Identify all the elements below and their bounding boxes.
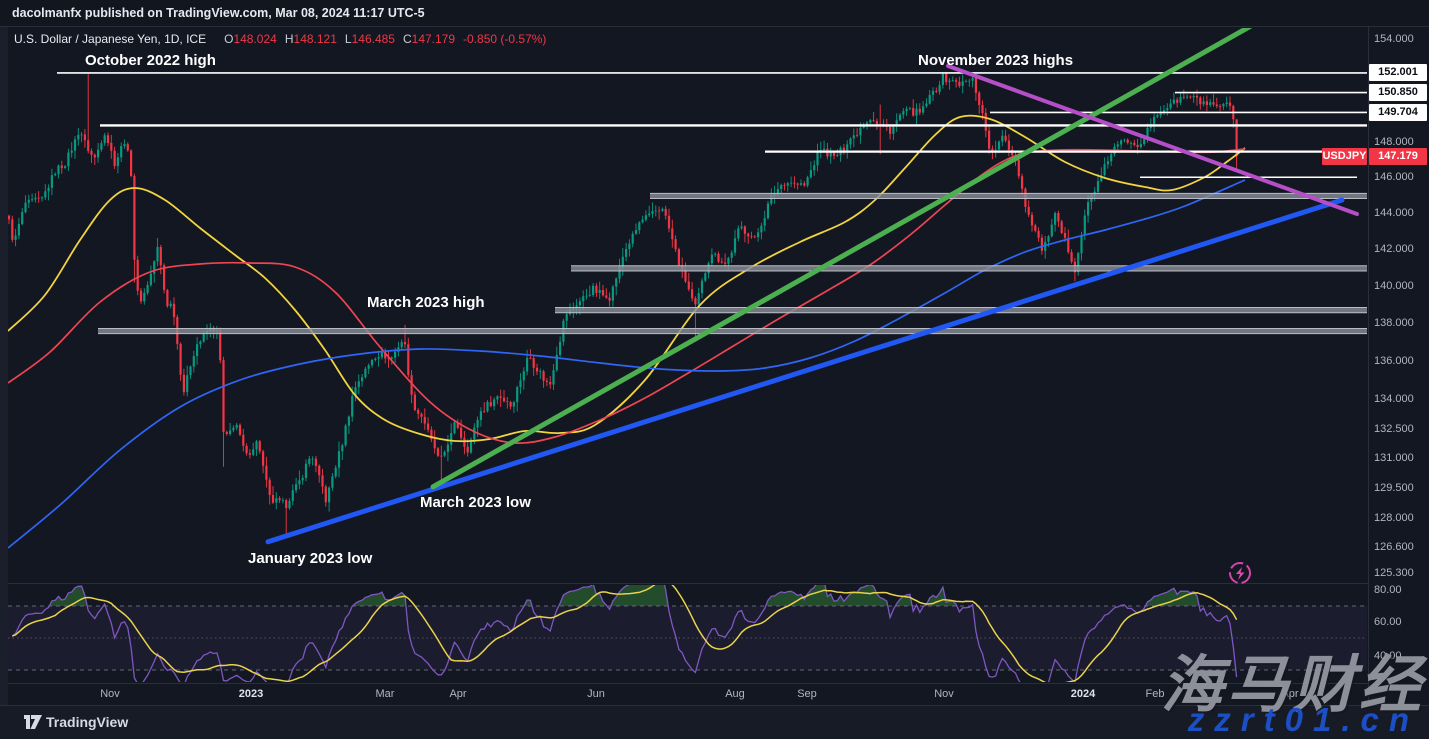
ohlc-letter: H — [284, 32, 294, 46]
annotation-label-2[interactable]: March 2023 high — [367, 294, 485, 311]
price-tick: 134.000 — [1374, 393, 1414, 406]
ohlc-letter: L — [344, 32, 352, 46]
rising-support-january-low[interactable] — [265, 197, 1345, 545]
rsi-tick: 80.00 — [1374, 584, 1402, 596]
symbol-title: U.S. Dollar / Japanese Yen, 1D, ICE — [14, 32, 207, 46]
annotation-label-4[interactable]: January 2023 low — [248, 550, 373, 567]
rsi-tick: 60.00 — [1374, 616, 1402, 628]
sma-mid-red[interactable] — [8, 148, 1246, 444]
price-tick: 154.000 — [1374, 33, 1414, 46]
tradingview-logo-icon[interactable] — [24, 715, 42, 731]
rsi-pane[interactable] — [8, 576, 1367, 699]
price-level-badge: 152.001 — [1369, 64, 1427, 82]
pane-left-margin — [0, 27, 8, 705]
sma-fast-yellow[interactable] — [8, 114, 1246, 443]
price-tick: 146.000 — [1374, 171, 1414, 184]
rising-support-march-low[interactable] — [430, 22, 1258, 490]
price-pane[interactable] — [8, 22, 1367, 549]
change-value: -0.850 (-0.57%) — [463, 32, 547, 46]
ohlc-letter: O — [224, 32, 234, 46]
annotation-label-1[interactable]: November 2023 highs — [918, 52, 1074, 69]
time-tick: Mar — [375, 688, 395, 700]
ohlc-value: 148.024 — [233, 32, 277, 46]
publish-header: dacolmanfx published on TradingView.com,… — [0, 0, 1429, 27]
price-tick: 125.300 — [1374, 567, 1414, 580]
gray-zone-2[interactable] — [555, 307, 1367, 313]
candle-wicks-down — [8, 71, 1238, 534]
annotation-label-3[interactable]: March 2023 low — [420, 494, 531, 511]
watermark-url: zzrt01.cn — [1187, 701, 1419, 738]
price-tick: 126.600 — [1374, 540, 1414, 553]
ohlc-value: 147.179 — [411, 32, 456, 46]
annotation-label-0[interactable]: October 2022 high — [85, 52, 216, 69]
falling-resistance[interactable] — [946, 63, 1359, 217]
price-tick: 132.500 — [1374, 422, 1414, 435]
price-tick: 129.500 — [1374, 481, 1414, 494]
time-tick: Nov — [934, 688, 954, 700]
time-tick: Apr — [1281, 688, 1299, 700]
price-tick: 131.000 — [1374, 452, 1414, 465]
time-tick: Aug — [725, 688, 745, 700]
rsi-tick: 40.00 — [1374, 650, 1402, 662]
time-tick: Feb — [1145, 688, 1165, 700]
ohlc-value: 148.121 — [293, 32, 337, 46]
boost-icon[interactable] — [1229, 562, 1251, 584]
time-tick: 2024 — [1070, 688, 1096, 700]
ohlc-letter: C — [402, 32, 412, 46]
time-tick: Nov — [100, 688, 120, 700]
symbol-price-badge-value: 147.179 — [1369, 147, 1427, 165]
price-tick: 148.000 — [1374, 136, 1414, 148]
price-level-badge: 149.704 — [1369, 103, 1427, 121]
symbol-legend[interactable]: U.S. Dollar / Japanese Yen, 1D, ICE O148.… — [14, 32, 546, 48]
price-tick: 144.000 — [1374, 206, 1414, 219]
time-tick: Apr — [449, 688, 467, 700]
gray-zone-1[interactable] — [571, 265, 1367, 272]
candle-wicks-up — [15, 72, 1228, 512]
price-tick: 128.000 — [1374, 512, 1414, 525]
rsi-overbought-fill — [49, 585, 1200, 606]
time-tick: Sep — [797, 688, 817, 700]
sma-slow-blue[interactable] — [8, 179, 1246, 549]
symbol-price-badge-label: USDJPY — [1322, 147, 1367, 165]
footer-bar: TradingView — [0, 705, 1429, 739]
time-tick: Jun — [587, 688, 605, 700]
rsi-ma-line[interactable] — [12, 581, 1238, 685]
gray-zone-0[interactable] — [650, 193, 1367, 199]
price-tick: 138.000 — [1374, 317, 1414, 330]
time-tick: 2023 — [238, 688, 264, 700]
price-tick: 142.000 — [1374, 243, 1414, 256]
gray-zone-3[interactable] — [98, 328, 1367, 334]
price-tick: 136.000 — [1374, 355, 1414, 367]
watermark-cjk: 海马财经 — [1160, 651, 1425, 720]
price-tick: 140.000 — [1374, 279, 1414, 292]
ohlc-values: O148.024 H148.121 L146.485 C147.179 — [216, 32, 455, 46]
price-level-badge: 150.850 — [1369, 84, 1427, 102]
rsi-line[interactable] — [11, 576, 1238, 699]
tradingview-brand[interactable]: TradingView — [46, 714, 129, 730]
ohlc-value: 146.485 — [351, 32, 395, 46]
